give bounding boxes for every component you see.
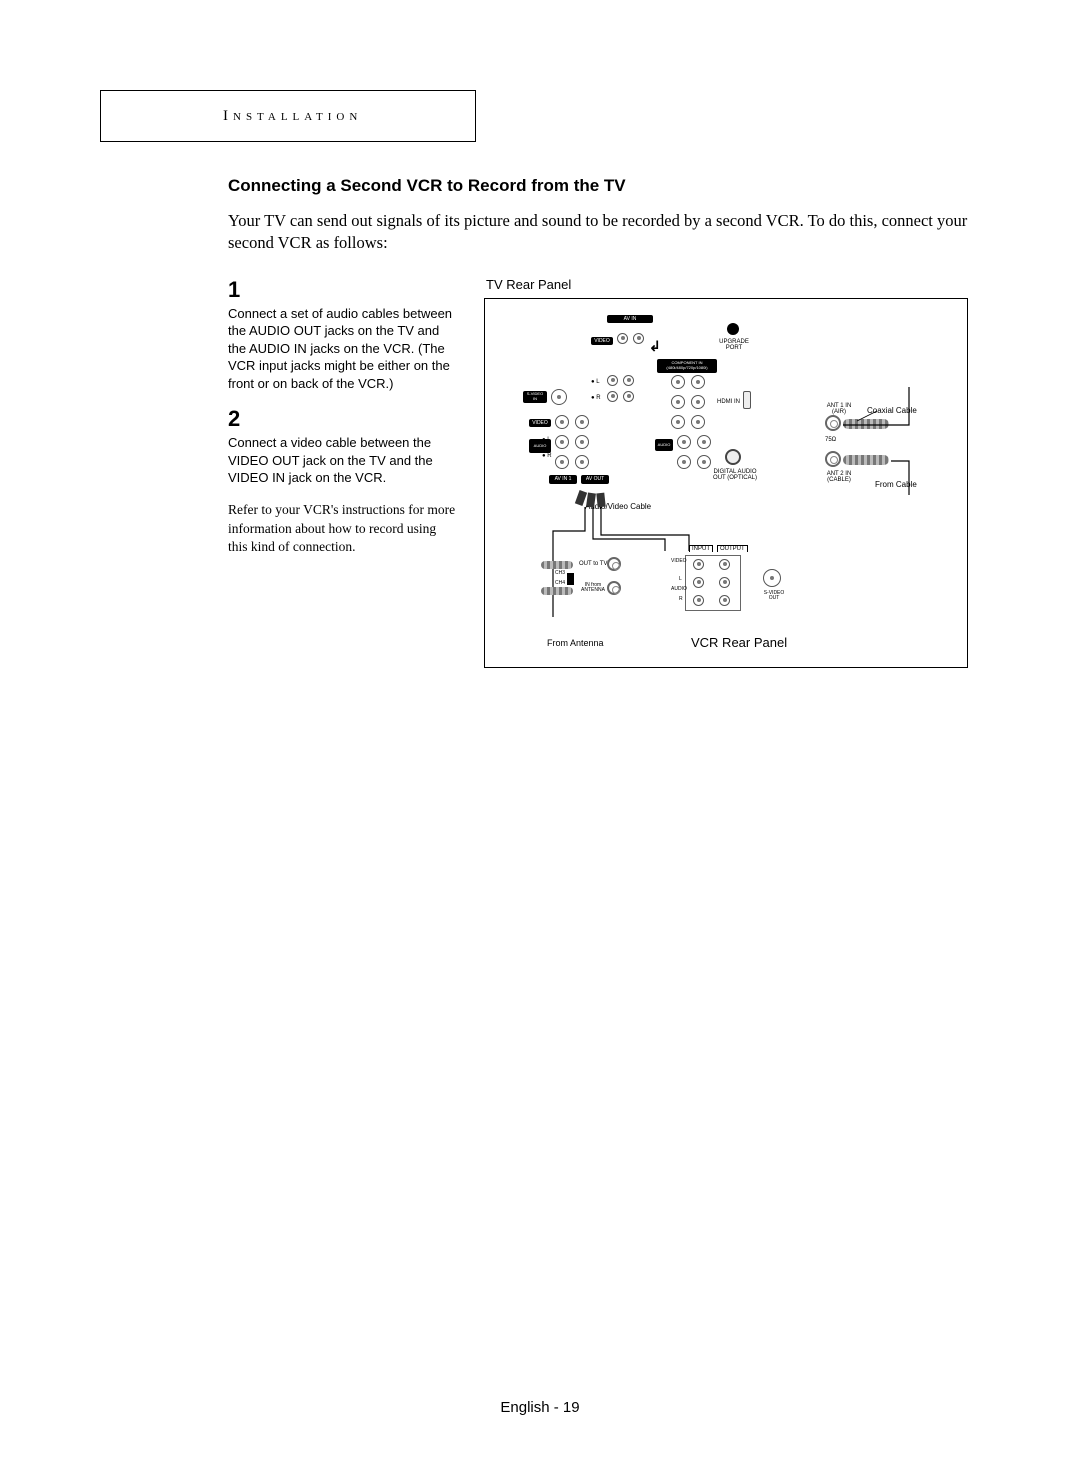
- vcr-coax-out: [541, 561, 573, 569]
- section-header-text: Installation: [223, 108, 362, 125]
- vcr-panel-label: VCR Rear Panel: [691, 635, 787, 650]
- label-digital-audio: DIGITAL AUDIO OUT (OPTICAL): [713, 469, 757, 482]
- jack-avin1-l: [555, 435, 569, 449]
- jack-avout-r: [575, 455, 589, 469]
- label-ch4: CH4: [555, 581, 565, 587]
- coax-to-ant1: [843, 419, 889, 429]
- step-note: Refer to your VCR's instructions for mor…: [228, 501, 458, 557]
- vcr-in-r: [693, 595, 704, 606]
- vcr-svideo-out: [763, 569, 781, 587]
- jack-avout-video: [575, 415, 589, 429]
- label-video-left: VIDEO: [529, 419, 551, 427]
- label-avin1: AV IN 1: [549, 475, 577, 484]
- ant1-connector: [825, 415, 841, 431]
- vcr-in-video: [693, 559, 704, 570]
- page-footer: English - 19: [0, 1399, 1080, 1416]
- tv-rear-panel: AV IN VIDEO UPGRADE PORT COMPONENT IN (4…: [499, 311, 813, 495]
- steps-column: 1 Connect a set of audio cables between …: [228, 277, 458, 668]
- label-hdmi: HDMI IN: [717, 399, 740, 406]
- label-ch3: CH3: [555, 571, 565, 577]
- vcr-in-l: [693, 577, 704, 588]
- jack-comp-a3: [677, 455, 691, 469]
- jack-comp-y4: [691, 395, 705, 409]
- step-number-2: 2: [228, 406, 458, 432]
- label-coax-cable: Coaxial Cable: [867, 407, 917, 416]
- jack-avin1-r: [555, 455, 569, 469]
- jack-comp-4: [623, 391, 634, 402]
- ch-switch: [567, 573, 574, 585]
- label-output: OUTPUT: [717, 545, 748, 553]
- jack-comp-3: [607, 391, 618, 402]
- arrow-icon: ↲: [649, 339, 661, 356]
- content-area: Connecting a Second VCR to Record from t…: [228, 176, 968, 668]
- jack-comp-1: [607, 375, 618, 386]
- label-upgrade: UPGRADE PORT: [711, 339, 757, 352]
- vcr-rear-panel: OUT to TV IN from ANTENNA CH3 CH4 INPUT …: [571, 551, 811, 631]
- jack-comp-a1: [677, 435, 691, 449]
- page-title: Connecting a Second VCR to Record from t…: [228, 176, 968, 196]
- diagram-column: TV Rear Panel AV IN VIDEO UPGRADE PORT C: [484, 277, 968, 668]
- jack-comp-y5: [671, 415, 685, 429]
- two-column-layout: 1 Connect a set of audio cables between …: [228, 277, 968, 668]
- jack-comp-y3: [671, 395, 685, 409]
- jack-comp-a2: [697, 435, 711, 449]
- jack-comp-y1: [671, 375, 685, 389]
- optical-port: [725, 449, 741, 465]
- label-from-antenna: From Antenna: [547, 639, 604, 649]
- step-text-1: Connect a set of audio cables between th…: [228, 305, 458, 393]
- intro-paragraph: Your TV can send out signals of its pict…: [228, 210, 968, 255]
- label-av-cable: Audio/Video Cable: [585, 503, 651, 512]
- vcr-out-video: [719, 559, 730, 570]
- jack-comp-y6: [691, 415, 705, 429]
- label-ohm: 75Ω: [825, 437, 836, 444]
- jack-avin-video-r: [633, 333, 644, 344]
- label-svideo-in: S-VIDEO IN: [523, 391, 547, 403]
- tv-panel-label: TV Rear Panel: [486, 277, 968, 292]
- label-ant2: ANT 2 IN (CABLE): [817, 471, 861, 484]
- jack-comp-2: [623, 375, 634, 386]
- label-av-in: AV IN: [607, 315, 653, 323]
- vcr-out-r: [719, 595, 730, 606]
- coax-to-ant2: [843, 455, 889, 465]
- connection-diagram: AV IN VIDEO UPGRADE PORT COMPONENT IN (4…: [484, 298, 968, 668]
- plug-3: [596, 492, 605, 507]
- label-in-from-antenna: IN from ANTENNA: [579, 583, 607, 594]
- label-input: INPUT: [689, 545, 713, 553]
- ant2-connector: [825, 451, 841, 467]
- label-component-in: COMPONENT IN (480i/480p/720p/1080i): [657, 359, 717, 373]
- vcr-ant-out: [607, 557, 621, 571]
- step-number-1: 1: [228, 277, 458, 303]
- label-avout: AV OUT: [581, 475, 609, 484]
- section-header: Installation: [100, 90, 476, 142]
- jack-svideo: [551, 389, 567, 405]
- jack-comp-a4: [697, 455, 711, 469]
- label-from-cable: From Cable: [875, 481, 917, 490]
- jack-avin1-video: [555, 415, 569, 429]
- vcr-ant-in: [607, 581, 621, 595]
- label-video-top: VIDEO: [591, 337, 613, 345]
- upgrade-port-dot: [727, 323, 739, 335]
- jack-avout-l: [575, 435, 589, 449]
- hdmi-port: [743, 391, 751, 409]
- vcr-coax-in: [541, 587, 573, 595]
- label-audio-right: AUDIO: [655, 439, 673, 451]
- step-text-2: Connect a video cable between the VIDEO …: [228, 434, 458, 487]
- label-out-to-tv: OUT to TV: [579, 561, 607, 568]
- vcr-out-l: [719, 577, 730, 588]
- jack-avin-video-l: [617, 333, 628, 344]
- label-svideo-out: S-VIDEO OUT: [759, 591, 789, 602]
- label-ant1: ANT 1 IN (AIR): [819, 403, 859, 416]
- jack-comp-y2: [691, 375, 705, 389]
